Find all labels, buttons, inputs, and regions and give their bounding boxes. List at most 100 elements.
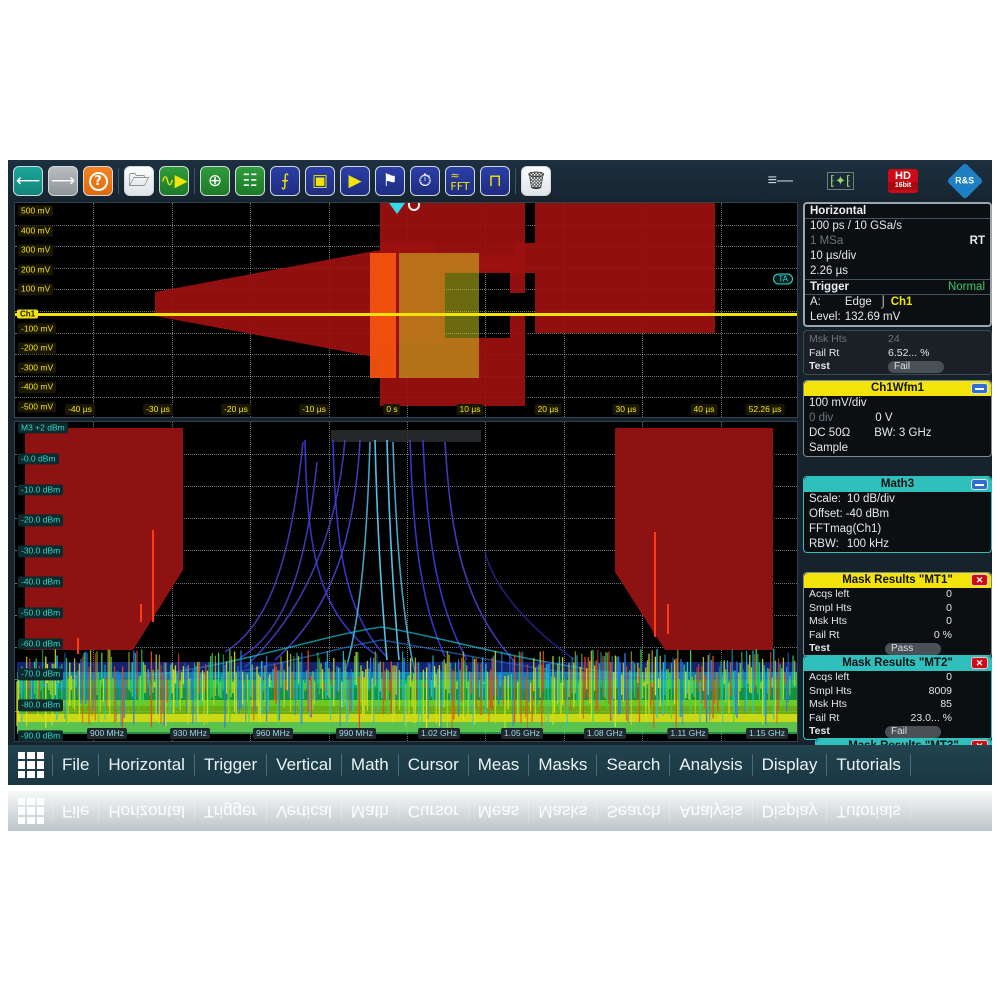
delete-button[interactable]: 🗑 [521, 166, 551, 196]
trigger-position-secondary-marker[interactable] [408, 203, 420, 211]
cursor-measure-button[interactable]: ⨍ [270, 166, 300, 196]
rising-edge-icon: ⌡ [879, 296, 887, 308]
x-tick-label: 1.08 GHz [584, 727, 626, 739]
horizontal-timebase-row: 10 µs/div [805, 249, 990, 264]
mask-results-titlebar[interactable]: Mask Results "MT1" ✕ [804, 573, 991, 588]
toolbar-right-group: ≡— ⁅✦⁅ HD 16bit R&S [767, 162, 992, 200]
mask-results-value: 0 [946, 671, 952, 683]
partial-mask-panel[interactable]: Msk Hts 24 Fail Rt 6.52... % Test Fail [803, 330, 992, 375]
diagram-spectrum[interactable]: M3 +2 dBm -0.0 dBm -10.0 dBm -20.0 dBm -30.0… [14, 421, 798, 742]
math-function-row: FFTmag(Ch1) [804, 522, 991, 537]
acquire-button[interactable]: ⏱ [410, 166, 440, 196]
close-icon[interactable]: ✕ [971, 574, 988, 586]
mask-results-panel[interactable]: Mask Results "MT2" ✕ Acqs left 0 Smpl Hts 800… [803, 655, 992, 740]
ch1-offset-marker[interactable]: Ch1 [17, 309, 39, 319]
rohde-schwarz-logo: R&S [946, 162, 984, 200]
select-area-icon: ▶ [348, 170, 362, 191]
probe-icon[interactable]: ⁅✦⁅ [826, 172, 854, 190]
menu-item-cursor: Cursor [398, 800, 469, 822]
side-panel-column: Horizontal 100 ps / 10 GSa/s 1 MSa RT 10… [803, 202, 992, 785]
menu-item-tutorials[interactable]: Tutorials [827, 754, 911, 776]
select-area-button[interactable]: ▶ [340, 166, 370, 196]
question-mark-icon: ? [88, 171, 108, 191]
find-button[interactable]: ☷ [235, 166, 265, 196]
grid-apps-icon[interactable] [18, 752, 44, 778]
y-tick-label: 300 mV [18, 244, 54, 256]
menu-item-display: Display [752, 800, 828, 822]
horizontal-resolution-row: 100 ps / 10 GSa/s [805, 219, 990, 234]
help-button[interactable]: ? [83, 166, 113, 196]
undo-button[interactable]: ⟵ [13, 166, 43, 196]
menu-item-vertical[interactable]: Vertical [267, 754, 342, 776]
fft-icon: ≈ FFT [450, 169, 470, 193]
minimize-icon[interactable] [971, 479, 988, 490]
sliders-icon[interactable]: ≡— [767, 172, 793, 189]
trigger-button[interactable]: ⚑ [375, 166, 405, 196]
mask-results-key: Msk Hts [809, 698, 847, 710]
minimize-icon[interactable] [971, 383, 988, 394]
trigger-position-marker[interactable] [389, 203, 405, 214]
channel-titlebar[interactable]: Ch1Wfm1 [804, 381, 991, 396]
mask-results-titlebar[interactable]: Mask Results "MT2" ✕ [804, 656, 991, 671]
horizontal-memory-row: 1 MSa RT [805, 234, 990, 249]
diagram-area: Ch1 TA 500 mV 400 mV 300 mV 200 mV 100 mV -10… [14, 202, 798, 742]
fft-button[interactable]: ≈ FFT [445, 166, 475, 196]
bottom-menu-bar: File Horizontal Trigger Vertical Math Cursor M… [8, 745, 992, 785]
mask-icon: ▣ [311, 170, 329, 191]
menu-item-horizontal[interactable]: Horizontal [99, 754, 195, 776]
channel-panel[interactable]: Ch1Wfm1 100 mV/div 0 div 0 V DC 50Ω BW: … [803, 380, 992, 457]
partial-mask-key: Test [809, 360, 830, 372]
mask-results-panel[interactable]: Mask Results "MT1" ✕ Acqs left 0 Smpl Hts 0 Ms… [803, 572, 992, 657]
autoset-button[interactable]: ⊓ [480, 166, 510, 196]
menu-item-display[interactable]: Display [753, 754, 828, 776]
mask-violation-spikes [77, 530, 669, 654]
x-tick-label: -40 µs [65, 403, 95, 415]
y-tick-label: -30.0 dBm [18, 545, 64, 557]
hd-mode-badge[interactable]: HD 16bit [888, 169, 918, 193]
menu-item-analysis[interactable]: Analysis [670, 754, 753, 776]
mask-test-button[interactable]: ▣ [305, 166, 335, 196]
y-tick-label: -100 mV [18, 322, 57, 335]
trigger-source-row: A: Edge ⌡ Ch1 [805, 295, 990, 310]
horizontal-resolution: 100 ps / 10 GSa/s [810, 220, 903, 232]
menu-item-cursor[interactable]: Cursor [399, 754, 469, 776]
trigger-level-marker[interactable]: TA [773, 273, 793, 285]
redo-button[interactable]: ⟶ [48, 166, 78, 196]
mask-results-key: Smpl Hts [809, 684, 852, 697]
zoom-button[interactable]: ⊕ [200, 166, 230, 196]
y-tick-label: M3 +2 dBm [18, 422, 68, 434]
menu-item-masks: Masks [529, 800, 598, 822]
math-offset-row: Offset: -40 dBm [804, 507, 991, 522]
math-scale-row: Scale: 10 dB/div [804, 492, 991, 507]
math-titlebar[interactable]: Math3 [804, 477, 991, 492]
noise-spike-group [16, 648, 797, 730]
open-file-button[interactable]: 🗁 [124, 166, 154, 196]
y-tick-label: -50.0 dBm [18, 607, 64, 619]
x-tick-label: 960 MHz [252, 727, 294, 739]
close-icon[interactable]: ✕ [971, 657, 988, 669]
y-tick-label: -500 mV [18, 401, 57, 413]
math-panel[interactable]: Math3 Scale: 10 dB/div Offset: -40 dBm F… [803, 476, 992, 553]
trigger-type: Edge [844, 296, 872, 308]
channel-offset-row: 0 div 0 V [804, 411, 991, 426]
save-waveform-button[interactable]: ∿▶ [159, 166, 189, 196]
horizontal-trigger-panel[interactable]: Horizontal 100 ps / 10 GSa/s 1 MSa RT 10… [803, 202, 992, 327]
toolbar-separator-1 [118, 168, 119, 194]
diagram-time-domain[interactable]: Ch1 TA 500 mV 400 mV 300 mV 200 mV 100 mV -10… [14, 202, 798, 418]
horizontal-mode: RT [969, 235, 985, 247]
channel-offset-v: 0 V [875, 412, 893, 424]
menu-item-file[interactable]: File [52, 754, 100, 776]
y-tick-label: -90.0 dBm [18, 730, 64, 742]
menu-item-trigger[interactable]: Trigger [195, 754, 268, 776]
mask-results-test-label: Test [809, 725, 830, 737]
menu-item-masks[interactable]: Masks [529, 754, 598, 776]
mask-results-row: Fail Rt 0 % [804, 629, 991, 643]
menu-item-search[interactable]: Search [597, 754, 671, 776]
x-tick-label: 10 µs [456, 403, 484, 415]
x-tick-label: 30 µs [612, 403, 640, 415]
menu-item-math[interactable]: Math [342, 754, 399, 776]
partial-mask-key: Fail Rt [809, 346, 840, 359]
menu-item-meas[interactable]: Meas [469, 754, 530, 776]
spectrum-render [16, 428, 797, 734]
mask-results-value: 85 [940, 698, 952, 710]
